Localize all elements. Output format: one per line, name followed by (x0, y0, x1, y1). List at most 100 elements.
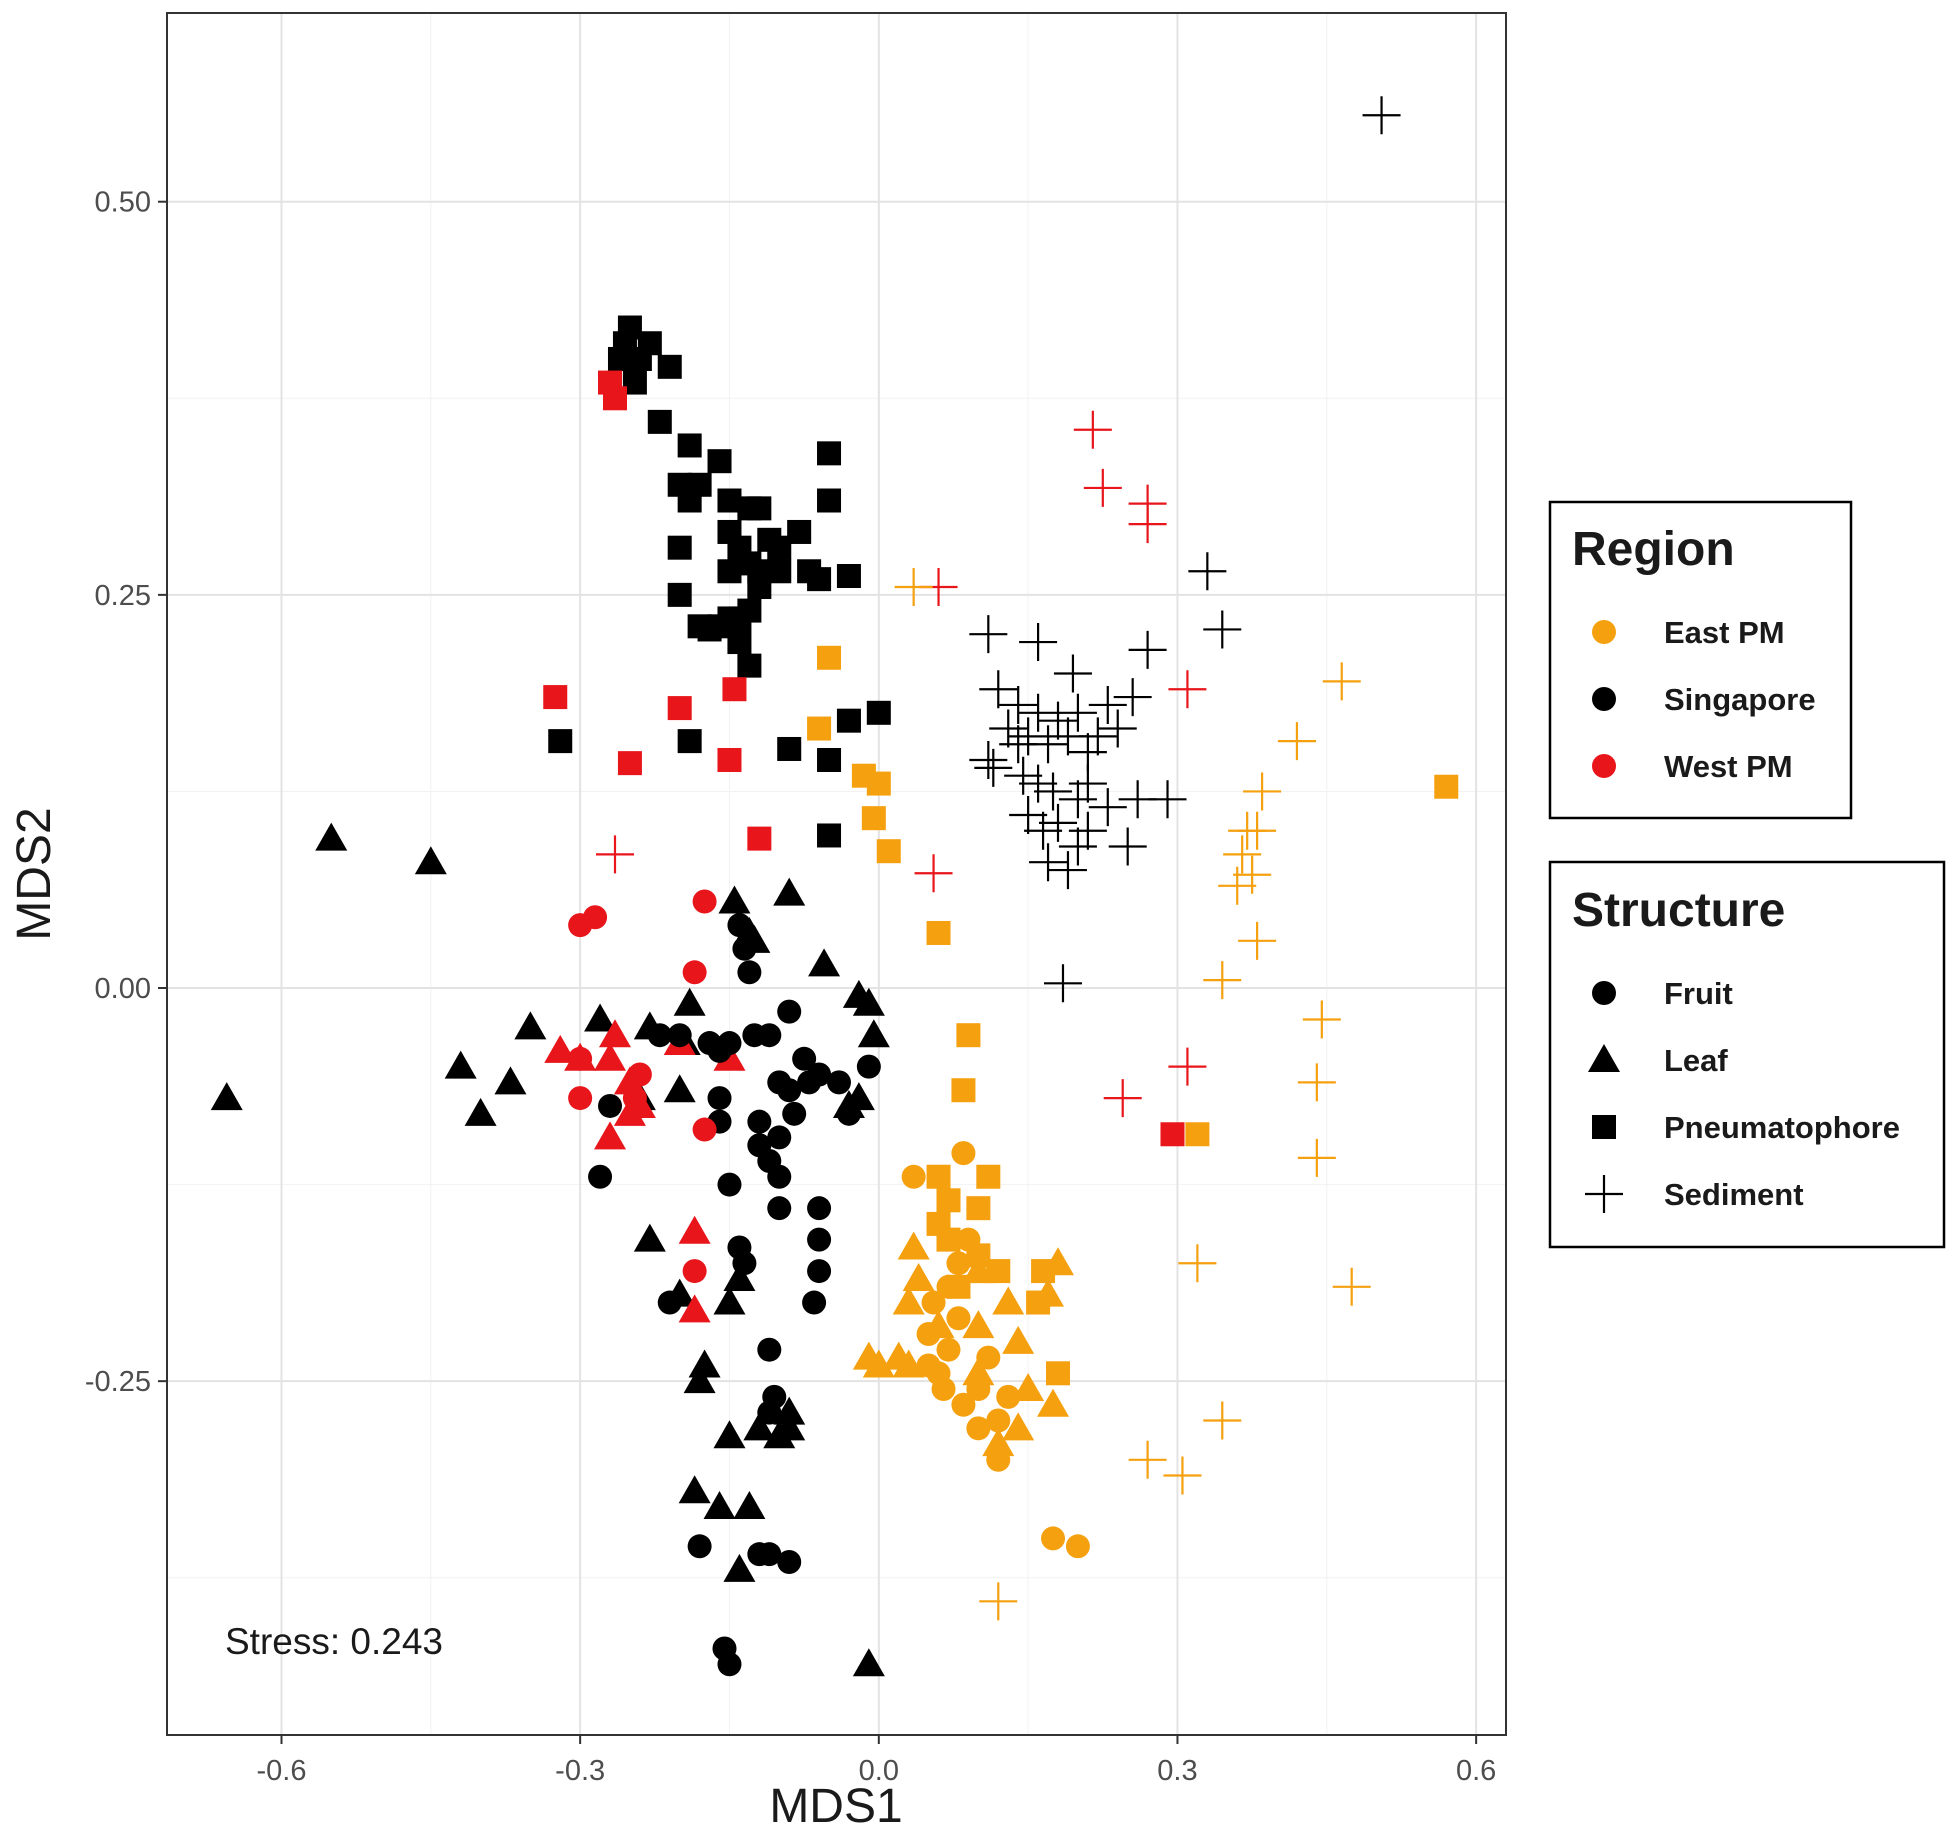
data-point (916, 1321, 941, 1346)
data-point (986, 1447, 1011, 1472)
data-point (792, 1046, 817, 1071)
data-point (717, 747, 742, 772)
y-tick-label: -0.25 (85, 1366, 151, 1398)
data-point (514, 1011, 547, 1040)
data-point (807, 567, 832, 592)
data-point (1046, 1361, 1071, 1386)
data-point (414, 846, 447, 875)
data-point (722, 677, 747, 702)
data-point (767, 1125, 792, 1150)
data-point (494, 1066, 527, 1095)
legend-key-circle (1592, 754, 1616, 778)
data-point (999, 685, 1038, 724)
data-point (757, 1542, 782, 1567)
data-point (1362, 96, 1401, 135)
data-point (1042, 1247, 1075, 1276)
data-point (583, 905, 608, 930)
x-tick-label: 0.6 (1456, 1755, 1496, 1787)
data-point (969, 740, 1008, 779)
data-point (747, 575, 772, 599)
data-point (717, 1172, 742, 1197)
legend-title: Region (1572, 523, 1735, 576)
data-point (807, 1259, 832, 1284)
data-point (1037, 1388, 1070, 1417)
data-point (1322, 662, 1361, 701)
data-point (976, 1345, 1001, 1370)
data-point (1088, 788, 1127, 827)
data-point (856, 1054, 881, 1079)
legend-label: Sediment (1664, 1177, 1804, 1212)
data-point (1024, 811, 1063, 850)
series-singapore-pneumatophore (548, 315, 891, 848)
data-point (444, 1050, 477, 1079)
data-point (857, 1019, 890, 1048)
data-point (657, 1290, 682, 1315)
legend-label: East PM (1664, 615, 1785, 650)
data-point (926, 1164, 951, 1189)
data-point (926, 1211, 951, 1236)
legend-key-cross (1585, 1175, 1623, 1213)
series-singapore-fruit (588, 913, 881, 1677)
stress-annotation: Stress: 0.243 (225, 1621, 443, 1662)
data-point (1108, 827, 1147, 866)
data-point (1032, 1278, 1065, 1307)
data-point (1034, 772, 1073, 811)
data-point (727, 913, 752, 938)
legend-key-square (1592, 1115, 1616, 1139)
legend-label: Singapore (1664, 682, 1816, 717)
data-point (594, 1121, 627, 1150)
data-point (966, 1377, 991, 1402)
data-point (688, 1349, 721, 1378)
data-point (892, 1286, 925, 1315)
data-point (1297, 1138, 1336, 1177)
data-point (901, 1164, 926, 1189)
data-point (902, 1262, 935, 1291)
data-point (817, 823, 842, 848)
data-point (897, 1231, 930, 1260)
data-point (703, 1490, 736, 1519)
data-point (767, 1196, 792, 1221)
data-point (692, 1117, 717, 1142)
data-point (1019, 623, 1058, 662)
data-point (936, 1337, 961, 1362)
series-east-pm-sediment (894, 568, 1371, 1621)
data-point (598, 1019, 631, 1048)
data-point (966, 1196, 991, 1221)
data-point (936, 1188, 961, 1213)
data-point (717, 559, 742, 584)
data-point (817, 441, 842, 466)
data-point (1083, 468, 1122, 507)
data-point (747, 1133, 772, 1158)
data-point (826, 1070, 851, 1095)
series-west-pm-sediment (595, 410, 1207, 1118)
data-point (962, 1310, 995, 1339)
data-point (1073, 410, 1112, 449)
data-point (683, 1365, 716, 1394)
series-west-pm-pneumatophore (543, 370, 1185, 1147)
y-tick-label: 0.00 (95, 973, 151, 1005)
data-point (807, 1227, 832, 1252)
data-point (757, 1023, 782, 1048)
data-point (926, 920, 951, 945)
data-point (777, 736, 802, 761)
data-point (976, 1164, 1001, 1189)
data-point (861, 806, 886, 831)
data-point (852, 987, 885, 1016)
data-point (836, 563, 861, 588)
series-west-pm-fruit (568, 889, 717, 1284)
data-point (777, 1550, 802, 1575)
data-point (797, 1070, 822, 1095)
data-point (315, 822, 348, 851)
data-point (544, 1034, 577, 1063)
data-point (969, 615, 1008, 654)
legend-key-triangle (1588, 1044, 1620, 1072)
data-point (956, 1227, 981, 1252)
data-point (921, 1290, 946, 1315)
data-point (1277, 722, 1316, 761)
data-point (1178, 1244, 1217, 1283)
data-point (657, 354, 682, 379)
data-point (1113, 678, 1152, 717)
data-point (1168, 670, 1207, 709)
data-point (1223, 835, 1262, 874)
legend-key-circle (1592, 620, 1616, 644)
